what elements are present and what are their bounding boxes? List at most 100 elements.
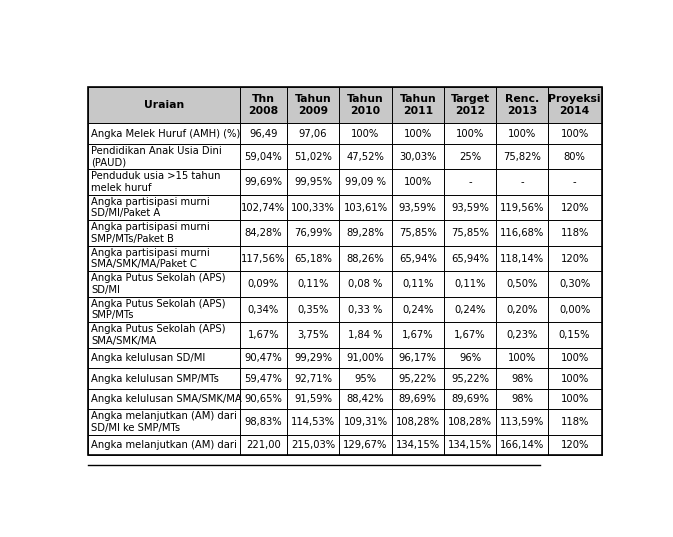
- Bar: [287, 368, 339, 389]
- Text: Angka kelulusan SMA/SMK/MA: Angka kelulusan SMA/SMK/MA: [92, 394, 242, 404]
- Text: 1,67%: 1,67%: [248, 330, 279, 340]
- Bar: [548, 297, 602, 322]
- Bar: [240, 409, 287, 435]
- Text: 102,74%: 102,74%: [241, 202, 285, 213]
- Bar: [548, 409, 602, 435]
- Bar: [88, 322, 240, 348]
- Text: 1,84 %: 1,84 %: [348, 330, 383, 340]
- Text: Pendidikan Anak Usia Dini
(PAUD): Pendidikan Anak Usia Dini (PAUD): [92, 146, 222, 168]
- Bar: [392, 246, 444, 271]
- Bar: [88, 87, 240, 124]
- Text: 92,71%: 92,71%: [294, 374, 332, 383]
- Bar: [548, 322, 602, 348]
- Text: 118%: 118%: [561, 417, 589, 427]
- Bar: [548, 220, 602, 246]
- Text: 100%: 100%: [508, 128, 536, 139]
- Text: 100%: 100%: [561, 374, 589, 383]
- Bar: [496, 195, 548, 220]
- Text: 0,30%: 0,30%: [559, 279, 590, 289]
- Bar: [240, 246, 287, 271]
- Bar: [240, 409, 287, 435]
- Bar: [287, 389, 339, 409]
- Bar: [392, 322, 444, 348]
- Bar: [88, 124, 240, 144]
- Bar: [496, 368, 548, 389]
- Bar: [392, 169, 444, 195]
- Bar: [88, 348, 240, 368]
- Bar: [444, 87, 496, 124]
- Bar: [444, 169, 496, 195]
- Bar: [392, 368, 444, 389]
- Text: 100%: 100%: [508, 353, 536, 363]
- Bar: [339, 435, 392, 455]
- Bar: [240, 195, 287, 220]
- Bar: [240, 271, 287, 297]
- Bar: [240, 389, 287, 409]
- Bar: [287, 297, 339, 322]
- Bar: [339, 271, 392, 297]
- Text: 100%: 100%: [351, 128, 380, 139]
- Text: 100%: 100%: [561, 394, 589, 404]
- Bar: [444, 322, 496, 348]
- Text: Renc.
2013: Renc. 2013: [505, 95, 539, 116]
- Bar: [287, 124, 339, 144]
- Text: 98%: 98%: [511, 374, 533, 383]
- Bar: [548, 368, 602, 389]
- Bar: [548, 195, 602, 220]
- Bar: [339, 220, 392, 246]
- Bar: [496, 322, 548, 348]
- Text: 0,11%: 0,11%: [297, 279, 329, 289]
- Bar: [339, 368, 392, 389]
- Bar: [339, 409, 392, 435]
- Bar: [548, 322, 602, 348]
- Bar: [444, 368, 496, 389]
- Bar: [287, 169, 339, 195]
- Text: Uraian: Uraian: [144, 100, 184, 110]
- Text: 120%: 120%: [561, 202, 589, 213]
- Text: 51,02%: 51,02%: [294, 151, 332, 162]
- Text: 129,67%: 129,67%: [343, 440, 388, 450]
- Bar: [88, 368, 240, 389]
- Bar: [287, 271, 339, 297]
- Text: 90,65%: 90,65%: [244, 394, 282, 404]
- Bar: [496, 297, 548, 322]
- Bar: [548, 169, 602, 195]
- Bar: [392, 322, 444, 348]
- Bar: [444, 169, 496, 195]
- Bar: [339, 124, 392, 144]
- Bar: [392, 409, 444, 435]
- Bar: [287, 409, 339, 435]
- Text: 91,59%: 91,59%: [294, 394, 332, 404]
- Bar: [88, 297, 240, 322]
- Bar: [496, 322, 548, 348]
- Bar: [392, 124, 444, 144]
- Bar: [339, 246, 392, 271]
- Bar: [240, 435, 287, 455]
- Bar: [339, 322, 392, 348]
- Text: Penduduk usia >15 tahun
melek huruf: Penduduk usia >15 tahun melek huruf: [92, 171, 221, 193]
- Bar: [548, 246, 602, 271]
- Text: 99,69%: 99,69%: [244, 177, 282, 187]
- Text: 84,28%: 84,28%: [244, 228, 282, 238]
- Bar: [392, 124, 444, 144]
- Bar: [240, 322, 287, 348]
- Text: 134,15%: 134,15%: [448, 440, 492, 450]
- Bar: [496, 271, 548, 297]
- Bar: [339, 144, 392, 169]
- Bar: [496, 348, 548, 368]
- Bar: [339, 144, 392, 169]
- Bar: [392, 169, 444, 195]
- Text: 118,14%: 118,14%: [500, 253, 544, 264]
- Bar: [392, 389, 444, 409]
- Text: 0,34%: 0,34%: [248, 304, 279, 315]
- Bar: [548, 435, 602, 455]
- Text: 0,33 %: 0,33 %: [348, 304, 383, 315]
- Bar: [392, 368, 444, 389]
- Bar: [240, 246, 287, 271]
- Bar: [496, 435, 548, 455]
- Text: 75,85%: 75,85%: [451, 228, 489, 238]
- Bar: [444, 435, 496, 455]
- Bar: [339, 389, 392, 409]
- Bar: [240, 297, 287, 322]
- Bar: [339, 220, 392, 246]
